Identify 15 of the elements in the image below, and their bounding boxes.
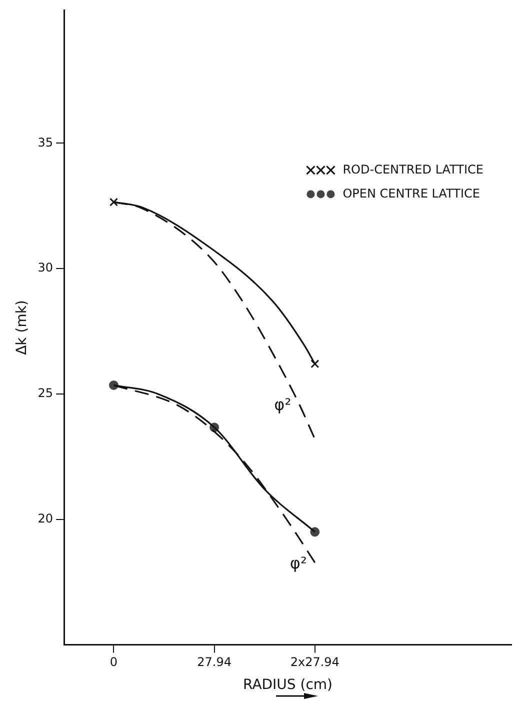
x-tick-label: 27.94 bbox=[197, 655, 232, 670]
annotation: φ² bbox=[290, 554, 307, 573]
legend-label: OPEN CENTRE LATTICE bbox=[342, 186, 480, 200]
annotation: φ² bbox=[274, 395, 292, 414]
x-axis-title: RADIUS (cm) bbox=[243, 677, 333, 694]
y-tick-label: 35 bbox=[38, 135, 54, 150]
y-tick-label: 20 bbox=[38, 512, 54, 526]
y-tick-label: 25 bbox=[38, 386, 54, 400]
y-axis-title: Δk (mk) bbox=[14, 300, 30, 355]
x-tick-label: 0 bbox=[110, 655, 118, 670]
point bbox=[109, 198, 118, 206]
x-tick-label: 2x27.94 bbox=[290, 655, 340, 670]
point bbox=[310, 360, 320, 368]
y-tick-label: 30 bbox=[38, 260, 54, 275]
legend-label: ROD-CENTRED LATTICE bbox=[342, 162, 484, 176]
